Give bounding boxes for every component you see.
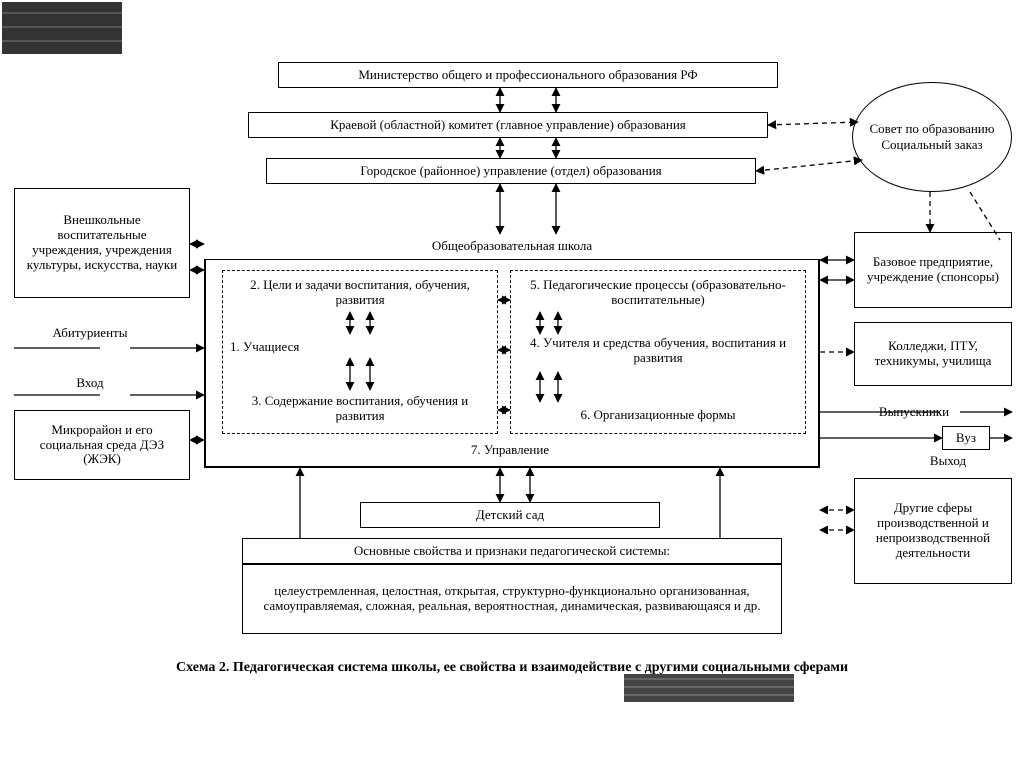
box-properties-body: целеустремленная, целостная, открытая, с… — [242, 564, 782, 634]
label-output: Выход — [908, 454, 988, 469]
box-vuz: Вуз — [942, 426, 990, 450]
box-other-spheres: Другие сферы производственной и непроизв… — [854, 478, 1012, 584]
box-extracurricular: Внешкольные воспитательные учреждения, у… — [14, 188, 190, 298]
label-content: 3. Содержание воспитания, обучения и раз… — [234, 394, 486, 424]
label-graduates: Выпускники — [854, 405, 974, 420]
label-teachers: 4. Учителя и средства обучения, воспитан… — [520, 336, 796, 366]
box-city-department: Городское (районное) управление (отдел) … — [266, 158, 756, 184]
label-abiturients: Абитуриенты — [30, 326, 150, 341]
box-colleges: Колледжи, ПТУ, техникумы, училища — [854, 322, 1012, 386]
label-goals: 2. Цели и задачи воспитания, обучения, р… — [234, 278, 486, 308]
ellipse-council: Совет по образованию Социальный заказ — [852, 82, 1012, 192]
decorative-stripes-bottom — [624, 674, 794, 702]
label-orgforms: 6. Организационные формы — [540, 408, 776, 423]
caption: Схема 2. Педагогическая система школы, е… — [40, 660, 984, 676]
box-base-enterprise: Базовое предприятие, учреждение (спонсор… — [854, 232, 1012, 308]
box-regional-committee: Краевой (областной) комитет (главное упр… — [248, 112, 768, 138]
box-kindergarten: Детский сад — [360, 502, 660, 528]
box-properties-header: Основные свойства и признаки педагогичес… — [242, 538, 782, 564]
label-students: 1. Учащиеся — [230, 340, 350, 355]
box-ministry: Министерство общего и профессионального … — [278, 62, 778, 88]
box-school-title: Общеобразовательная школа — [204, 234, 820, 260]
decorative-stripes-top — [2, 2, 122, 54]
box-microdistrict: Микрорайон и его социальная среда ДЭЗ (Ж… — [14, 410, 190, 480]
label-processes: 5. Педагогические процессы (образователь… — [520, 278, 796, 308]
label-input: Вход — [50, 376, 130, 391]
label-management: 7. Управление — [420, 443, 600, 458]
